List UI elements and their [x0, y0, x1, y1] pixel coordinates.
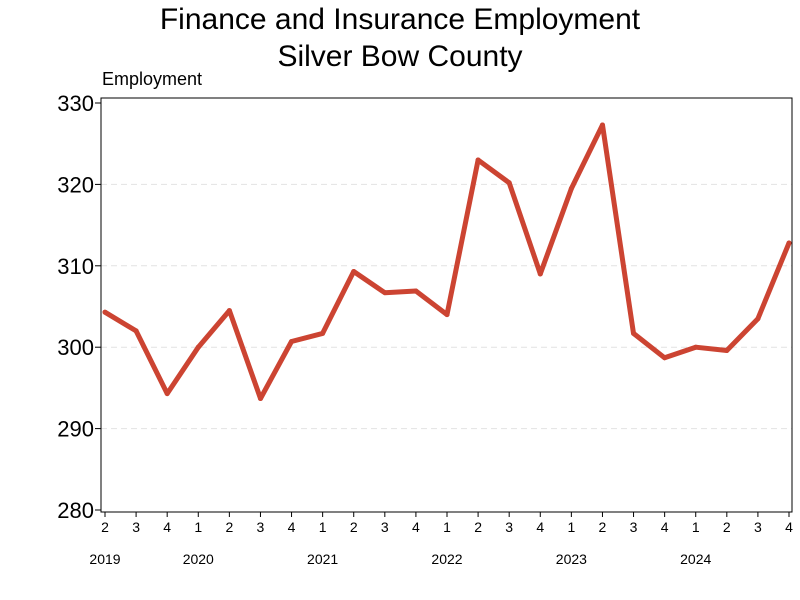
x-axis: 2 3 4 1 2 3 4 1 2 3 4 1 2 3 4 1 2 3 4 1 2 3 4 2019 2020 2021 2022 2…: [89, 512, 793, 567]
x-tick-label: 2: [723, 519, 731, 535]
data-point: [755, 316, 761, 322]
x-tick-label: 1: [194, 519, 202, 535]
series-line: [102, 122, 792, 401]
x-year-label: 2020: [183, 551, 214, 567]
x-tick-label: 4: [412, 519, 420, 535]
x-tick-label: 2: [599, 519, 607, 535]
x-tick-label: 1: [443, 519, 451, 535]
data-point: [506, 180, 512, 186]
gridlines: [101, 183, 792, 430]
x-tick-label: 1: [692, 519, 700, 535]
data-point: [631, 330, 637, 336]
data-point: [195, 344, 201, 350]
data-point: [475, 157, 481, 163]
y-tick-label: 320: [57, 172, 94, 197]
x-tick-label: 1: [567, 519, 575, 535]
y-axis: 280 290 300 310 320 330: [57, 91, 101, 523]
x-tick-label: 4: [288, 519, 296, 535]
x-tick-label: 3: [505, 519, 513, 535]
y-tick-label: 300: [57, 335, 94, 360]
data-point: [413, 288, 419, 294]
data-point: [257, 395, 263, 401]
data-point: [693, 344, 699, 350]
x-tick-label: 3: [132, 519, 140, 535]
x-tick-label: 3: [381, 519, 389, 535]
x-tick-label: 4: [661, 519, 669, 535]
chart-subtitle: Silver Bow County: [277, 40, 523, 73]
x-tick-label: 3: [754, 519, 762, 535]
data-point: [382, 290, 388, 296]
x-tick-label: 2: [474, 519, 482, 535]
data-point: [568, 185, 574, 191]
x-tick-label: 2: [101, 519, 109, 535]
data-point: [599, 122, 605, 128]
x-tick-label: 3: [630, 519, 638, 535]
x-tick-label: 1: [319, 519, 327, 535]
data-point: [289, 339, 295, 345]
x-tick-label: 2: [350, 519, 358, 535]
x-tick-label: 4: [163, 519, 171, 535]
data-point: [226, 308, 232, 314]
series-group: [102, 122, 792, 401]
x-tick-label: 2: [225, 519, 233, 535]
y-axis-label: Employment: [102, 69, 202, 89]
y-tick-label: 310: [57, 254, 94, 279]
data-point: [133, 328, 139, 334]
data-point: [444, 312, 450, 318]
x-tick-label: 4: [785, 519, 793, 535]
x-year-label: 2022: [431, 551, 462, 567]
y-tick-label: 280: [57, 498, 94, 523]
data-point: [320, 330, 326, 336]
data-point: [164, 391, 170, 397]
x-tick-label: 3: [257, 519, 265, 535]
chart-title: Finance and Insurance Employment: [159, 3, 641, 36]
data-point: [662, 355, 668, 361]
y-tick-label: 330: [57, 91, 94, 116]
x-tick-label: 4: [536, 519, 544, 535]
data-point: [724, 347, 730, 353]
data-point: [351, 268, 357, 274]
data-point: [537, 271, 543, 277]
x-year-label: 2019: [89, 551, 120, 567]
x-year-label: 2024: [680, 551, 711, 567]
y-tick-label: 290: [57, 417, 94, 442]
x-year-label: 2021: [307, 551, 338, 567]
data-point: [786, 240, 792, 246]
data-point: [102, 309, 108, 315]
x-year-label: 2023: [556, 551, 587, 567]
